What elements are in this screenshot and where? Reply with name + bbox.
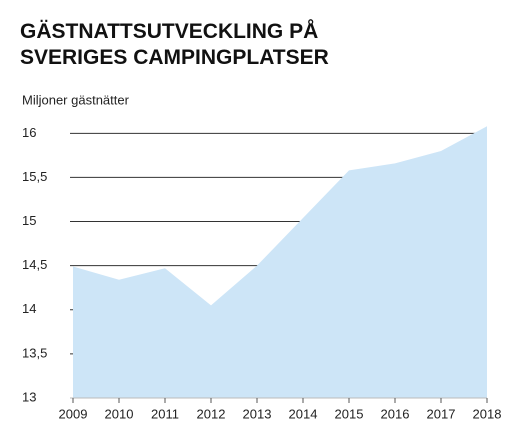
x-tick-label: 2010 [105,406,134,421]
y-tick-label: 14,5 [22,257,47,272]
x-tick-label: 2015 [335,406,364,421]
x-tick-label: 2017 [427,406,456,421]
x-tick-label: 2016 [381,406,410,421]
y-tick-label: 15 [22,213,36,228]
y-axis-label: Miljoner gästnätter [22,92,130,107]
area [73,126,487,398]
x-tick-label: 2013 [243,406,272,421]
x-tick-label: 2014 [289,406,318,421]
x-tick-label: 2009 [59,406,88,421]
y-tick-label: 14 [22,301,36,316]
chart-title: GÄSTNATTSUTVECKLING PÅ [20,19,318,43]
x-tick-label: 2018 [473,406,502,421]
y-tick-label: 15,5 [22,169,47,184]
x-tick-label: 2012 [197,406,226,421]
y-tick-label: 13 [22,389,36,404]
y-tick-label: 13,5 [22,345,47,360]
chart-title: SVERIGES CAMPINGPLATSER [20,46,329,69]
y-tick-label: 16 [22,125,36,140]
x-tick-label: 2011 [151,406,179,421]
